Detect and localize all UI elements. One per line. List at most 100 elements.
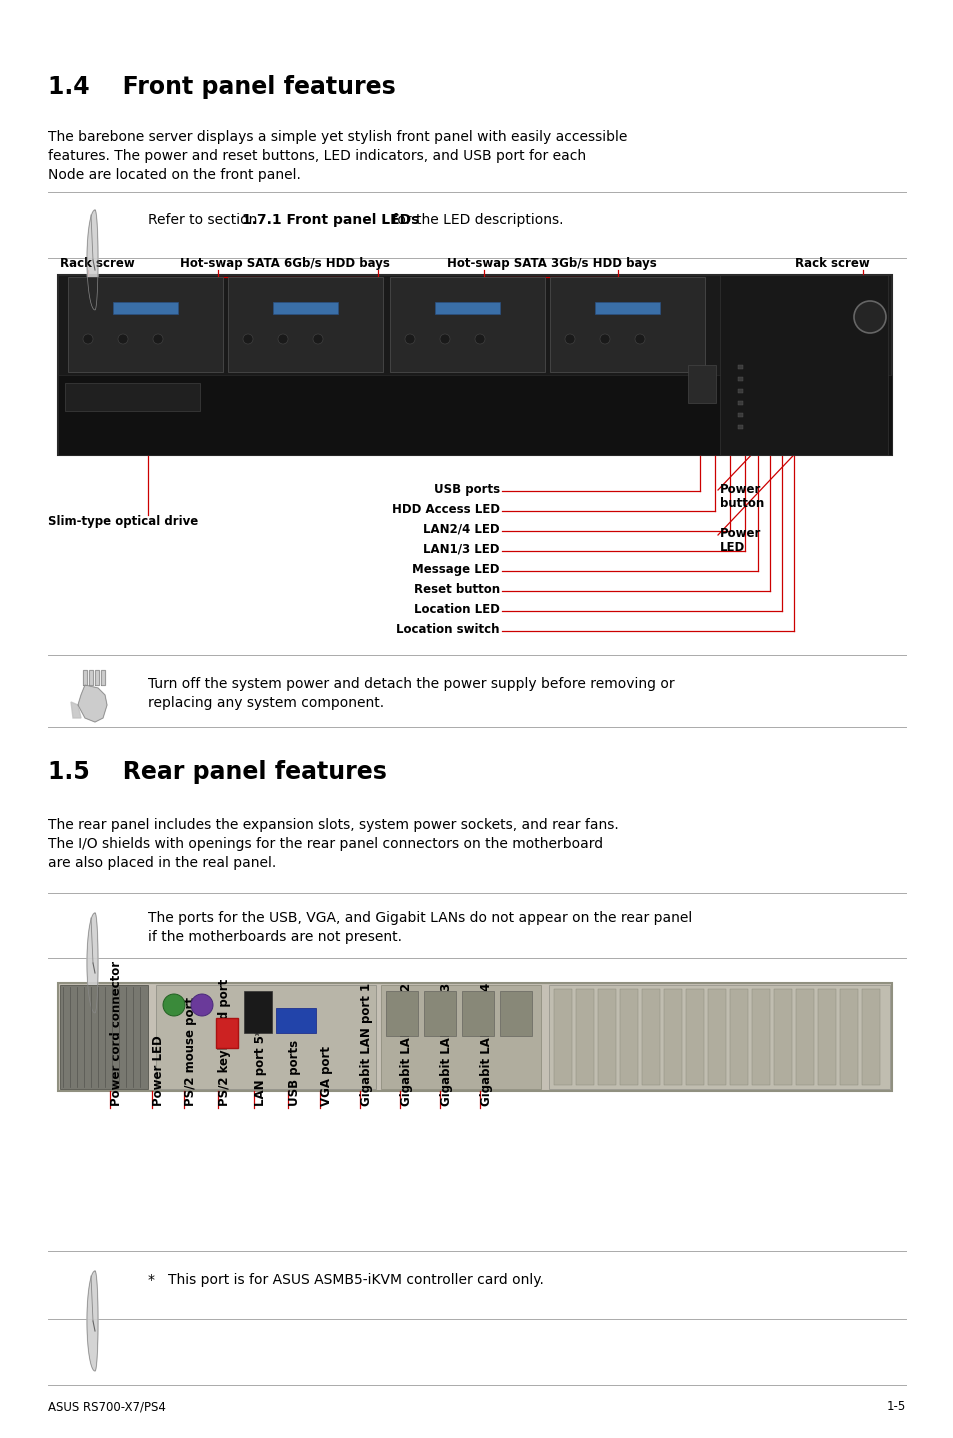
Circle shape xyxy=(475,334,484,344)
Bar xyxy=(641,989,659,1086)
Bar xyxy=(685,989,703,1086)
Bar xyxy=(862,989,879,1086)
Bar xyxy=(499,991,532,1035)
Bar xyxy=(663,989,681,1086)
Bar xyxy=(423,991,456,1035)
Bar xyxy=(58,275,891,454)
Circle shape xyxy=(439,334,450,344)
Bar xyxy=(738,426,742,429)
Bar xyxy=(840,989,857,1086)
Text: PS/2 mouse port: PS/2 mouse port xyxy=(184,997,196,1106)
Circle shape xyxy=(277,334,288,344)
Polygon shape xyxy=(87,1271,98,1370)
Bar xyxy=(687,365,716,403)
Circle shape xyxy=(118,334,128,344)
Text: LAN1/3 LED: LAN1/3 LED xyxy=(423,544,499,557)
Bar xyxy=(729,989,747,1086)
Text: Power LED: Power LED xyxy=(152,1035,165,1106)
Bar xyxy=(275,1008,315,1032)
Bar xyxy=(773,989,791,1086)
Polygon shape xyxy=(95,670,99,684)
Text: Hot-swap SATA 3Gb/s HDD bays: Hot-swap SATA 3Gb/s HDD bays xyxy=(447,257,656,270)
Polygon shape xyxy=(101,670,105,684)
Circle shape xyxy=(225,1032,236,1044)
Bar xyxy=(550,278,704,372)
Text: LED: LED xyxy=(720,541,744,554)
Text: Location switch: Location switch xyxy=(396,623,499,636)
Bar xyxy=(720,275,887,454)
Bar xyxy=(548,985,889,1089)
Circle shape xyxy=(564,334,575,344)
Text: Slim-type optical drive: Slim-type optical drive xyxy=(48,515,198,528)
Circle shape xyxy=(405,334,415,344)
Text: replacing any system component.: replacing any system component. xyxy=(148,696,384,710)
Bar xyxy=(244,991,272,1032)
Text: 1-5: 1-5 xyxy=(886,1401,905,1414)
Text: VGA port: VGA port xyxy=(319,1045,333,1106)
Text: button: button xyxy=(720,498,763,510)
Polygon shape xyxy=(87,210,98,311)
Bar xyxy=(112,302,178,313)
Bar xyxy=(738,365,742,370)
Bar xyxy=(795,989,813,1086)
Text: Rack screw: Rack screw xyxy=(60,257,134,270)
Bar xyxy=(273,302,337,313)
Circle shape xyxy=(313,334,323,344)
Bar xyxy=(595,302,659,313)
Text: USB ports: USB ports xyxy=(288,1040,301,1106)
Bar xyxy=(554,989,572,1086)
Circle shape xyxy=(635,334,644,344)
Bar xyxy=(738,401,742,406)
Text: Location LED: Location LED xyxy=(414,603,499,615)
Text: 1.5    Rear panel features: 1.5 Rear panel features xyxy=(48,761,387,784)
Text: are also placed in the real panel.: are also placed in the real panel. xyxy=(48,856,276,870)
Polygon shape xyxy=(78,684,107,722)
Bar xyxy=(707,989,725,1086)
Text: features. The power and reset buttons, LED indicators, and USB port for each: features. The power and reset buttons, L… xyxy=(48,150,585,162)
Text: 1.4    Front panel features: 1.4 Front panel features xyxy=(48,75,395,99)
Bar xyxy=(380,985,540,1089)
Circle shape xyxy=(599,334,609,344)
Circle shape xyxy=(243,334,253,344)
Polygon shape xyxy=(89,670,92,684)
Text: Node are located on the front panel.: Node are located on the front panel. xyxy=(48,168,300,183)
Text: This port is for ASUS ASMB5-iKVM controller card only.: This port is for ASUS ASMB5-iKVM control… xyxy=(168,1273,543,1287)
Polygon shape xyxy=(87,913,98,1012)
Text: LAN2/4 LED: LAN2/4 LED xyxy=(423,523,499,536)
Polygon shape xyxy=(71,702,81,718)
Text: for the LED descriptions.: for the LED descriptions. xyxy=(387,213,562,227)
Text: 1.7.1 Front panel LEDs: 1.7.1 Front panel LEDs xyxy=(242,213,419,227)
Circle shape xyxy=(152,334,163,344)
Bar xyxy=(751,989,769,1086)
Bar xyxy=(461,991,494,1035)
Text: LAN port 5*: LAN port 5* xyxy=(253,1028,267,1106)
Text: Hot-swap SATA 6Gb/s HDD bays: Hot-swap SATA 6Gb/s HDD bays xyxy=(180,257,390,270)
Text: Message LED: Message LED xyxy=(412,564,499,577)
Text: The ports for the USB, VGA, and Gigabit LANs do not appear on the rear panel: The ports for the USB, VGA, and Gigabit … xyxy=(148,912,692,925)
Bar xyxy=(60,985,148,1089)
Bar xyxy=(619,989,638,1086)
Text: Refer to section: Refer to section xyxy=(148,213,261,227)
Text: *: * xyxy=(148,1273,154,1287)
Text: Rack screw: Rack screw xyxy=(794,257,869,270)
Bar xyxy=(738,390,742,393)
Text: Power: Power xyxy=(720,483,760,496)
Text: The barebone server displays a simple yet stylish front panel with easily access: The barebone server displays a simple ye… xyxy=(48,129,627,144)
Circle shape xyxy=(191,994,213,1017)
Bar xyxy=(68,278,223,372)
Bar xyxy=(58,984,891,1091)
Text: if the motherboards are not present.: if the motherboards are not present. xyxy=(148,930,401,943)
Bar xyxy=(576,989,594,1086)
Text: PS/2 keyboard port: PS/2 keyboard port xyxy=(218,979,231,1106)
Bar xyxy=(58,375,891,454)
Text: The rear panel includes the expansion slots, system power sockets, and rear fans: The rear panel includes the expansion sl… xyxy=(48,818,618,833)
Text: HDD Access LED: HDD Access LED xyxy=(392,503,499,516)
Bar xyxy=(738,377,742,381)
Text: Turn off the system power and detach the power supply before removing or: Turn off the system power and detach the… xyxy=(148,677,674,692)
Bar xyxy=(598,989,616,1086)
Text: ASUS RS700-X7/PS4: ASUS RS700-X7/PS4 xyxy=(48,1401,166,1414)
Circle shape xyxy=(163,994,185,1017)
Text: Power cord connector: Power cord connector xyxy=(110,961,123,1106)
Circle shape xyxy=(83,334,92,344)
Bar xyxy=(390,278,544,372)
